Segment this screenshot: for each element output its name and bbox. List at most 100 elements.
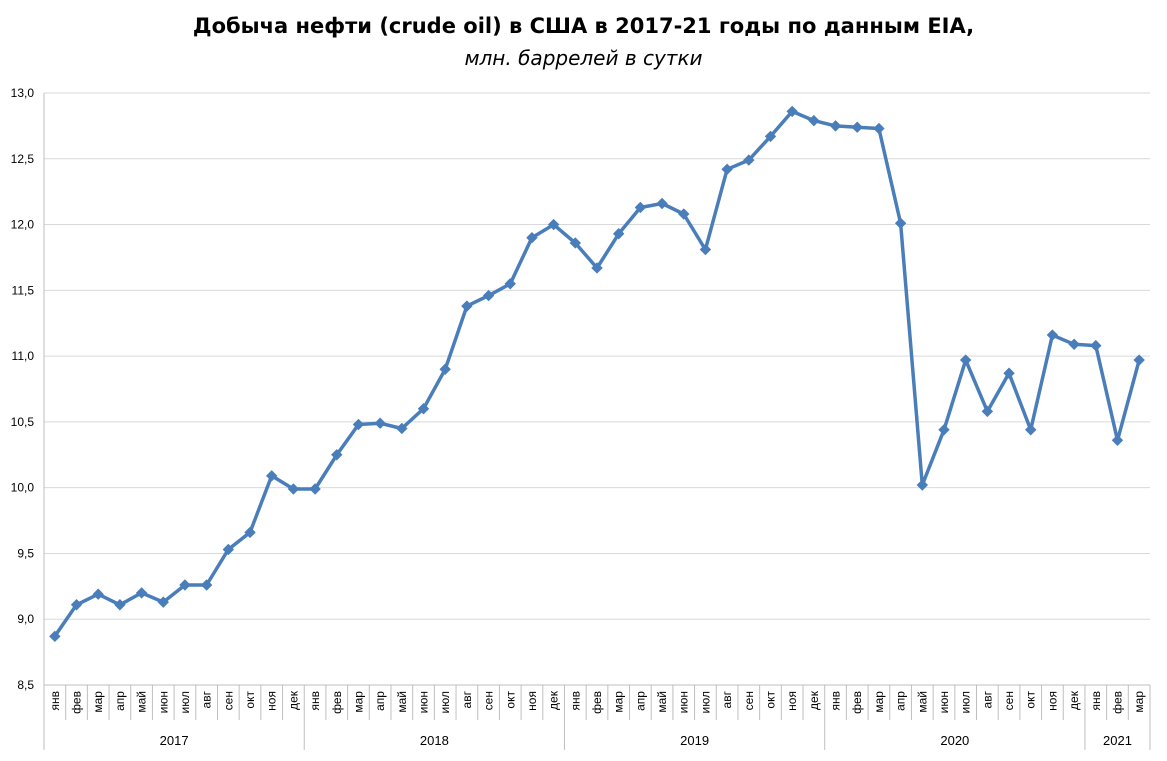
month-label: янв: [568, 691, 582, 711]
y-tick-label: 12,0: [11, 218, 35, 232]
data-point: [374, 417, 386, 429]
data-point: [873, 122, 885, 135]
y-tick-label: 10,0: [11, 481, 35, 495]
chart-subtitle: млн. баррелей в сутки: [464, 46, 703, 70]
data-point: [829, 120, 842, 132]
month-label: июл: [698, 691, 712, 713]
y-axis: 8,5 9,0 9,5 10,0 10,5 11,0 11,5 12,0 12,5 13,0: [11, 86, 45, 692]
month-label: окт: [503, 691, 517, 709]
month-label: фев: [590, 691, 604, 714]
data-point: [1068, 338, 1080, 350]
month-label: июл: [178, 691, 192, 713]
month-label: апр: [633, 691, 647, 711]
month-label: июн: [937, 691, 951, 713]
year-label: 2017: [160, 733, 189, 748]
data-point: [569, 237, 582, 249]
month-label: авг: [200, 690, 214, 708]
month-label: ноя: [265, 691, 279, 711]
data-point: [764, 130, 777, 143]
data-point: [352, 418, 365, 431]
data-point: [808, 114, 820, 127]
data-point: [222, 543, 235, 556]
data-point: [1090, 339, 1102, 352]
year-label: 2019: [680, 733, 709, 748]
data-point: [786, 105, 798, 118]
month-label: янв: [308, 691, 322, 711]
data-point: [309, 483, 321, 495]
month-label: июл: [959, 691, 973, 713]
data-point: [92, 588, 104, 600]
month-label: июн: [677, 691, 691, 713]
chart-title: Добыча нефти (crude oil) в США в 2017-21…: [192, 14, 975, 38]
data-point: [916, 479, 929, 491]
year-label: 2020: [940, 733, 969, 748]
data-point: [938, 424, 950, 436]
data-point: [417, 403, 430, 415]
y-tick-label: 11,5: [12, 283, 35, 297]
data-point: [114, 599, 126, 611]
month-label: июл: [438, 691, 452, 713]
series-line: [53, 109, 1141, 639]
month-label: фев: [850, 691, 864, 714]
data-point: [1111, 434, 1124, 447]
data-point: [547, 218, 560, 231]
month-label: окт: [763, 691, 777, 709]
data-point: [244, 526, 256, 539]
month-label: сен: [221, 691, 235, 710]
month-label: фев: [70, 691, 84, 714]
y-tick-label: 9,0: [17, 612, 34, 626]
month-label: сен: [742, 691, 756, 710]
month-label: дек: [286, 690, 300, 710]
data-point: [1133, 354, 1145, 366]
month-label: мар: [1132, 691, 1146, 713]
y-tick-label: 10,5: [11, 415, 35, 429]
y-tick-label: 11,0: [12, 349, 35, 363]
data-point: [699, 243, 712, 256]
month-label: окт: [243, 691, 257, 709]
data-point: [1046, 329, 1059, 341]
y-tick-label: 9,5: [17, 546, 34, 560]
month-label: ноя: [525, 691, 539, 711]
month-label: дек: [547, 690, 561, 710]
x-axis: янв фев мар апр май июн июл авг сен окт ноя дек янв ф…: [43, 684, 1151, 750]
month-label: янв: [1089, 691, 1103, 711]
data-point: [49, 630, 61, 643]
data-point: [461, 300, 473, 312]
data-point: [678, 208, 690, 220]
data-point: [157, 596, 169, 608]
gridlines: [44, 92, 1150, 620]
data-point: [331, 449, 343, 461]
month-label: сен: [482, 691, 496, 710]
month-label: янв: [829, 691, 843, 711]
data-point: [656, 197, 668, 210]
data-point: [504, 278, 516, 290]
month-label: дек: [1067, 690, 1081, 710]
month-label: фев: [1110, 691, 1124, 714]
month-label: май: [915, 691, 929, 713]
data-point: [482, 289, 495, 302]
data-point: [526, 232, 538, 244]
data-point: [1025, 424, 1037, 436]
month-label: авг: [980, 690, 994, 708]
y-tick-label: 12,5: [11, 152, 35, 166]
y-tick-label: 13,0: [11, 86, 35, 100]
month-label: авг: [720, 690, 734, 708]
year-label: 2018: [420, 733, 449, 748]
data-point: [135, 587, 148, 599]
data-point: [70, 599, 83, 611]
series-oil-production: [49, 105, 1145, 643]
month-label: июн: [156, 691, 170, 713]
data-point: [396, 422, 408, 435]
month-label: апр: [373, 691, 387, 711]
month-label: мар: [91, 691, 105, 713]
month-label: дек: [807, 690, 821, 710]
data-point: [612, 228, 625, 240]
year-label: 2021: [1103, 733, 1132, 748]
month-label: авг: [460, 690, 474, 708]
month-label: мар: [612, 691, 626, 713]
data-point: [721, 163, 733, 176]
data-point: [439, 363, 451, 375]
month-label: мар: [872, 691, 886, 713]
data-point: [851, 121, 863, 133]
